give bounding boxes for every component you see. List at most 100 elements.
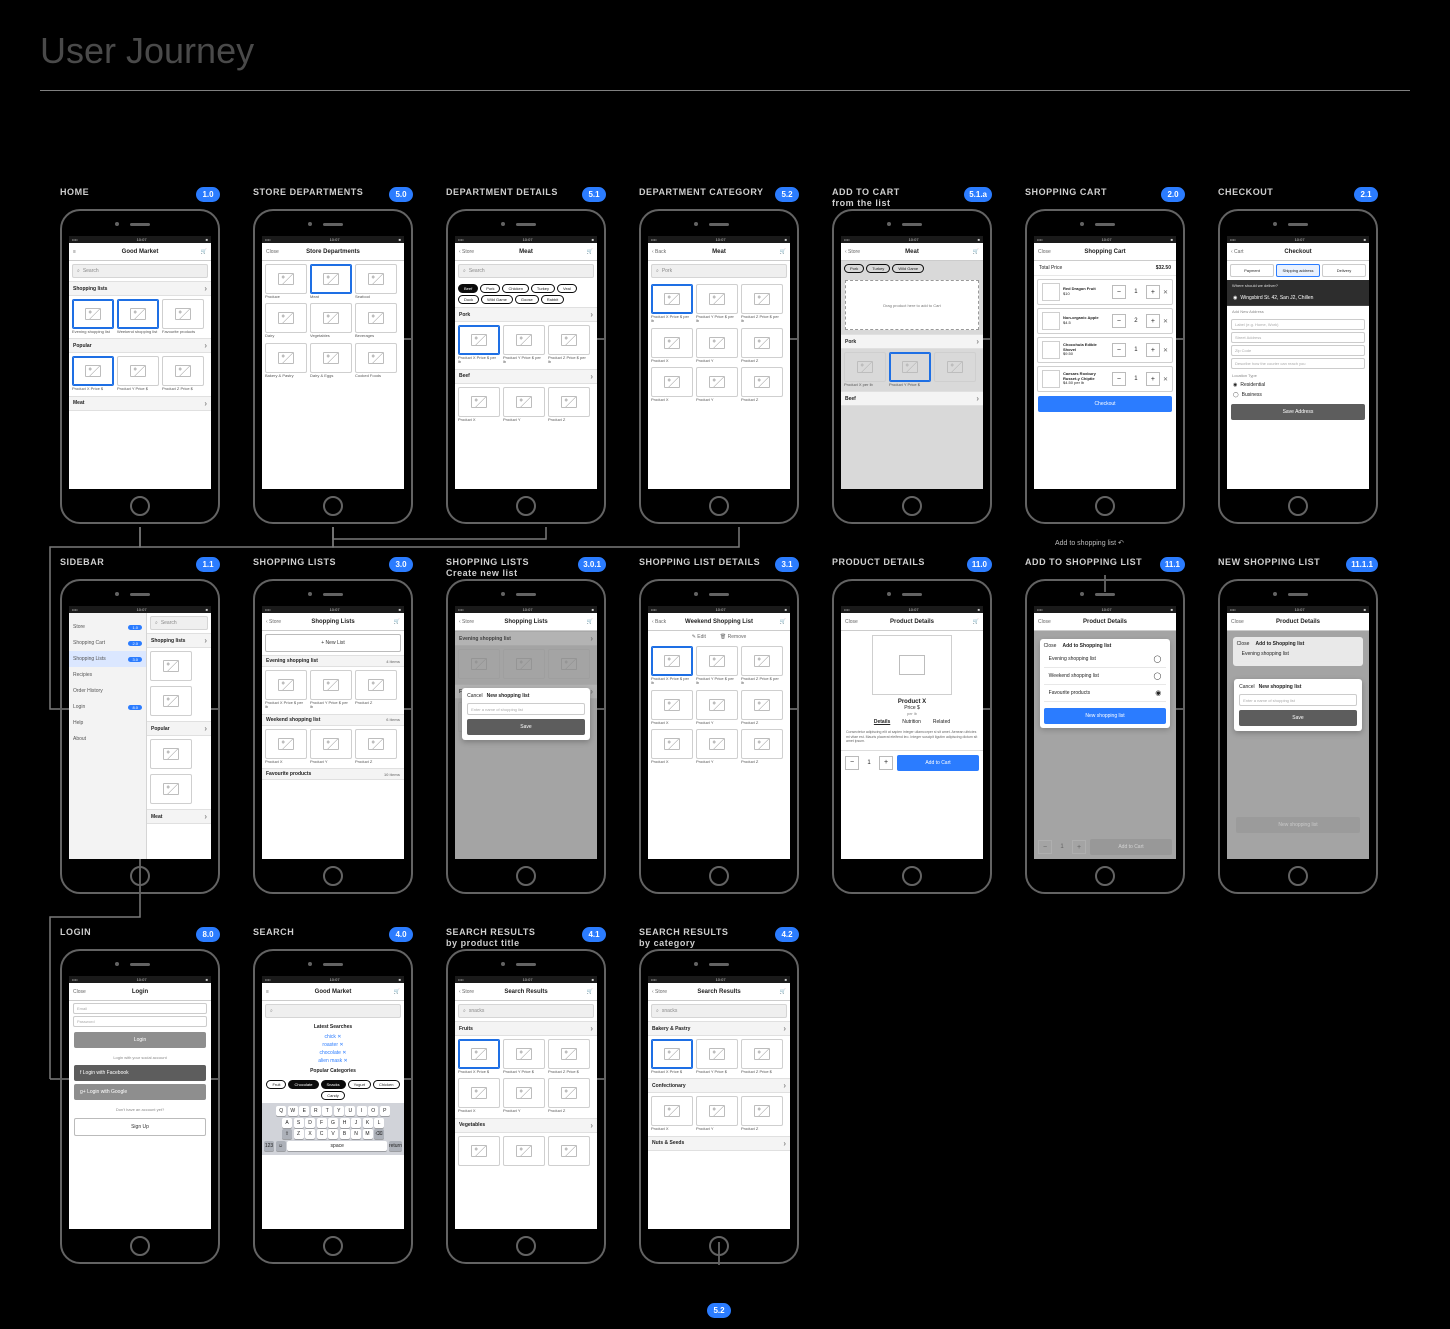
nav-left[interactable]: Close bbox=[1231, 619, 1253, 625]
chip[interactable]: Yogurt bbox=[348, 1080, 371, 1089]
remove-icon[interactable] bbox=[1163, 376, 1168, 383]
nav-left[interactable]: ‹ Store bbox=[459, 989, 481, 995]
nav-right[interactable]: 🛒 bbox=[764, 989, 786, 995]
tile[interactable]: Product X per lb bbox=[844, 352, 886, 388]
section-header[interactable]: Shopping lists bbox=[147, 633, 211, 648]
qty-stepper[interactable]: −1+ bbox=[1112, 343, 1160, 357]
tile[interactable]: Product X Price $ bbox=[651, 1039, 693, 1075]
tile[interactable]: Product Z Price $ per lb bbox=[741, 284, 783, 325]
tile[interactable]: Product Y Price $ bbox=[117, 356, 159, 392]
nav-left[interactable]: Close bbox=[73, 989, 95, 995]
section-header[interactable]: Popular bbox=[147, 721, 211, 736]
section-header[interactable]: Bakery & Pastry bbox=[648, 1021, 790, 1036]
nav-left[interactable]: Close bbox=[845, 619, 867, 625]
google-button[interactable]: g+ Login with Google bbox=[74, 1084, 206, 1100]
nav-left[interactable]: ‹ Store bbox=[459, 249, 481, 255]
department-meat[interactable]: Meat bbox=[310, 264, 352, 300]
plus-icon[interactable]: + bbox=[1146, 314, 1160, 328]
tile[interactable]: Product X bbox=[265, 729, 307, 765]
section-header[interactable]: Beef bbox=[455, 369, 597, 384]
department-dairy-eggs[interactable]: Dairy & Eggs bbox=[310, 343, 352, 379]
minus-icon[interactable]: − bbox=[1112, 343, 1126, 357]
nav-right[interactable]: 🛒 bbox=[571, 249, 593, 255]
search-input[interactable] bbox=[265, 1004, 401, 1018]
tile[interactable]: Product X bbox=[458, 387, 500, 423]
tile[interactable] bbox=[150, 739, 192, 771]
tile[interactable]: Evening shopping list bbox=[72, 299, 114, 335]
nav-left[interactable]: ≡ bbox=[73, 249, 95, 255]
nav-left[interactable]: Close bbox=[1038, 619, 1060, 625]
save-address-button[interactable]: Save Address bbox=[1231, 404, 1365, 420]
tile[interactable]: Product Z bbox=[548, 387, 590, 423]
tile[interactable]: Product X bbox=[651, 690, 693, 726]
sidebar-item[interactable]: Login8.0 bbox=[69, 699, 146, 715]
qty-stepper[interactable]: −1+ bbox=[845, 756, 893, 770]
tile[interactable]: Product Y Price $ bbox=[696, 1039, 738, 1075]
tile[interactable]: Product Y bbox=[503, 1078, 545, 1114]
tab[interactable]: Delivery bbox=[1322, 264, 1366, 277]
list-name-input[interactable]: Enter a name of shopping list bbox=[467, 703, 585, 715]
tile[interactable]: Product X bbox=[651, 367, 693, 403]
department-cooked-foods[interactable]: Cooked Foods bbox=[355, 343, 397, 379]
recent-search[interactable]: alien mask ✕ bbox=[262, 1057, 404, 1065]
tile[interactable]: Product Z bbox=[741, 729, 783, 765]
nav-left[interactable]: ‹ Store bbox=[845, 249, 867, 255]
search-input[interactable]: Search bbox=[458, 264, 594, 278]
input[interactable]: Describe how the courier can reach you bbox=[1231, 358, 1365, 369]
recent-search[interactable]: roaster ✕ bbox=[262, 1041, 404, 1049]
chip[interactable]: Veal bbox=[557, 284, 577, 293]
chip[interactable]: Turkey bbox=[531, 284, 555, 293]
product-tab[interactable]: Nutrition bbox=[902, 719, 921, 725]
tile[interactable]: Product X Price $ per lb bbox=[651, 646, 693, 687]
tab[interactable]: Payment bbox=[1230, 264, 1274, 277]
chip[interactable]: Wild Game bbox=[481, 295, 513, 304]
tile[interactable]: Product Z bbox=[741, 328, 783, 364]
tile[interactable]: Product X Price $ bbox=[72, 356, 114, 392]
nav-right[interactable]: 🛒 bbox=[957, 249, 979, 255]
tile[interactable] bbox=[150, 686, 192, 718]
tile[interactable]: Product Z Price $ bbox=[548, 1039, 590, 1075]
tile[interactable]: Product Z Price $ per lb bbox=[741, 646, 783, 687]
department-bakery-pastry[interactable]: Bakery & Pastry bbox=[265, 343, 307, 379]
save-button[interactable]: Save bbox=[1239, 710, 1357, 726]
chip[interactable]: Candy bbox=[321, 1091, 345, 1100]
chip[interactable]: Snacks bbox=[321, 1080, 346, 1089]
tile[interactable]: Product Z bbox=[355, 670, 397, 711]
section-header[interactable]: Fruits bbox=[455, 1021, 597, 1036]
chip[interactable]: Fruit bbox=[266, 1080, 286, 1089]
tile[interactable]: Product X bbox=[651, 328, 693, 364]
nav-right[interactable]: 🛒 bbox=[764, 619, 786, 625]
chip[interactable]: Goose bbox=[515, 295, 539, 304]
nav-right[interactable]: 🛒 bbox=[764, 249, 786, 255]
tile[interactable]: Weekend shopping list bbox=[117, 299, 159, 335]
list-header[interactable]: Favourite products10 items bbox=[262, 768, 404, 780]
tile[interactable]: Product Z bbox=[355, 729, 397, 765]
tile[interactable]: Product Z bbox=[741, 690, 783, 726]
tile[interactable]: Product Y bbox=[696, 1096, 738, 1132]
cancel-button[interactable]: Cancel bbox=[467, 693, 483, 699]
tile[interactable]: Favourite products bbox=[162, 299, 204, 335]
tile[interactable] bbox=[150, 774, 192, 806]
input[interactable]: Label (e.g. Home, Work) bbox=[1231, 319, 1365, 330]
location-radio[interactable]: Business bbox=[1227, 390, 1369, 400]
sidebar-item[interactable]: Order History bbox=[69, 683, 146, 699]
section-header[interactable]: Vegetables bbox=[455, 1118, 597, 1133]
search-input[interactable]: Search bbox=[72, 264, 208, 278]
list-name-input[interactable]: Enter a name of shopping list bbox=[1239, 694, 1357, 706]
department-produce[interactable]: Produce bbox=[265, 264, 307, 300]
department-dairy[interactable]: Dairy bbox=[265, 303, 307, 339]
nav-left[interactable]: ‹ Store bbox=[459, 619, 481, 625]
tile[interactable] bbox=[548, 1136, 590, 1168]
chip[interactable]: Beef bbox=[458, 284, 478, 293]
qty-stepper[interactable]: −1+ bbox=[1112, 372, 1160, 386]
tile[interactable]: Product Z Price $ bbox=[162, 356, 204, 392]
qty-stepper[interactable]: −2+ bbox=[1112, 314, 1160, 328]
tile[interactable]: Product X Price $ per lb bbox=[651, 284, 693, 325]
search-input[interactable]: snacks bbox=[651, 1004, 787, 1018]
remove-icon[interactable] bbox=[1163, 318, 1168, 325]
checkout-button[interactable]: Checkout bbox=[1038, 396, 1172, 412]
recent-search[interactable]: chick ✕ bbox=[262, 1033, 404, 1041]
section-header[interactable]: Confectionary bbox=[648, 1078, 790, 1093]
keyboard[interactable]: QWERTYUIOPASDFGHJKL⇧ZXCVBNM⌫123☺spaceret… bbox=[262, 1103, 404, 1155]
tile[interactable]: Product X Price $ bbox=[458, 1039, 500, 1075]
